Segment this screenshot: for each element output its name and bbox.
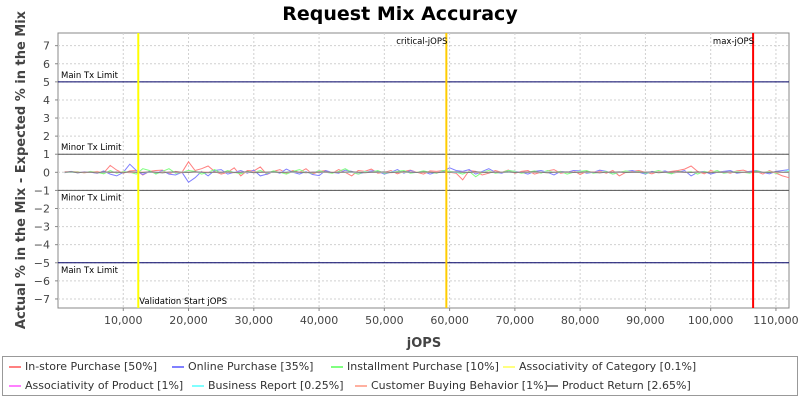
x-axis-label: jOPS — [406, 336, 441, 351]
request-mix-chart: Request Mix Accuracy Actual % in the Mix… — [14, 3, 799, 351]
y-axis-ticks: 7 6 5 4 3 2 1 0 −1 −2 −3 −4 −5 −6 −7 — [34, 40, 58, 306]
x-tick-label: 20,000 — [169, 314, 208, 327]
y-tick-label: 1 — [43, 148, 50, 161]
x-tick-label: 90,000 — [626, 314, 665, 327]
x-tick-label: 100,000 — [688, 314, 734, 327]
series-line — [64, 171, 789, 174]
legend-swatch — [9, 384, 21, 387]
y-tick-label: −1 — [34, 184, 50, 197]
legend: In-store Purchase [50%] Online Purchase … — [2, 356, 798, 396]
limit-line-label: Main Tx Limit — [61, 71, 119, 81]
legend-label: Installment Purchase [10%] — [347, 360, 499, 373]
legend-swatch — [9, 365, 21, 368]
x-tick-label: 70,000 — [496, 314, 535, 327]
y-tick-label: −5 — [34, 257, 50, 270]
limit-line-label: Minor Tx Limit — [61, 193, 122, 203]
legend-item: Installment Purchase [10%] — [331, 360, 499, 373]
legend-swatch — [546, 384, 558, 387]
limit-line-label: Main Tx Limit — [61, 266, 119, 276]
legend-label: In-store Purchase [50%] — [25, 360, 157, 373]
y-tick-label: 4 — [43, 94, 50, 107]
y-tick-label: 3 — [43, 112, 50, 125]
y-tick-label: 2 — [43, 130, 50, 143]
x-axis-ticks: 10,000 20,000 30,000 40,000 50,000 60,000 70,0… — [104, 308, 799, 327]
chart-title: Request Mix Accuracy — [282, 3, 518, 25]
y-tick-label: −3 — [34, 221, 50, 234]
legend-swatch — [355, 384, 367, 387]
legend-swatch — [331, 365, 343, 368]
y-axis-label: Actual % in the Mix - Expected % in the … — [14, 10, 29, 329]
legend-item: Associativity of Category [0.1%] — [503, 360, 696, 373]
limit-lines: Main Tx Limit Minor Tx Limit Minor Tx Limi… — [58, 71, 789, 276]
y-tick-label: 6 — [43, 58, 50, 71]
legend-label: Associativity of Product [1%] — [25, 379, 184, 392]
marker-line-label: Validation Start jOPS — [139, 297, 227, 307]
legend-item: Customer Buying Behavior [1%] — [355, 379, 548, 392]
y-tick-label: 5 — [43, 76, 50, 89]
x-tick-label: 50,000 — [365, 314, 404, 327]
x-tick-label: 60,000 — [430, 314, 469, 327]
y-tick-label: 0 — [43, 166, 50, 179]
marker-line-label: max-jOPS — [713, 37, 754, 47]
x-tick-label: 80,000 — [561, 314, 600, 327]
x-tick-label: 110,000 — [753, 314, 799, 327]
y-tick-label: 7 — [43, 40, 50, 53]
limit-line-label: Minor Tx Limit — [61, 143, 122, 153]
legend-label: Customer Buying Behavior [1%] — [371, 379, 548, 392]
legend-item: In-store Purchase [50%] — [9, 360, 157, 373]
series-lines — [64, 160, 790, 184]
x-tick-label: 40,000 — [300, 314, 339, 327]
legend-item: Product Return [2.65%] — [546, 379, 691, 392]
x-tick-label: 30,000 — [235, 314, 274, 327]
legend-item: Associativity of Product [1%] — [9, 379, 183, 392]
marker-line-label: critical-jOPS — [396, 37, 447, 47]
legend-label: Online Purchase [35%] — [188, 360, 314, 373]
legend-swatch — [172, 365, 184, 368]
legend-swatch — [503, 365, 515, 368]
y-tick-label: −7 — [34, 293, 50, 306]
y-tick-label: −6 — [34, 275, 50, 288]
legend-label: Associativity of Category [0.1%] — [519, 360, 697, 373]
legend-label: Business Report [0.25%] — [208, 379, 344, 392]
legend-item: Business Report [0.25%] — [192, 379, 344, 392]
marker-lines: Validation Start jOPS critical-jOPS max-jO… — [137, 33, 755, 308]
x-tick-label: 10,000 — [104, 314, 143, 327]
legend-item: Online Purchase [35%] — [172, 360, 313, 373]
y-tick-label: −2 — [34, 202, 50, 215]
legend-label: Product Return [2.65%] — [562, 379, 691, 392]
y-tick-label: −4 — [34, 239, 50, 252]
legend-swatch — [192, 384, 204, 387]
